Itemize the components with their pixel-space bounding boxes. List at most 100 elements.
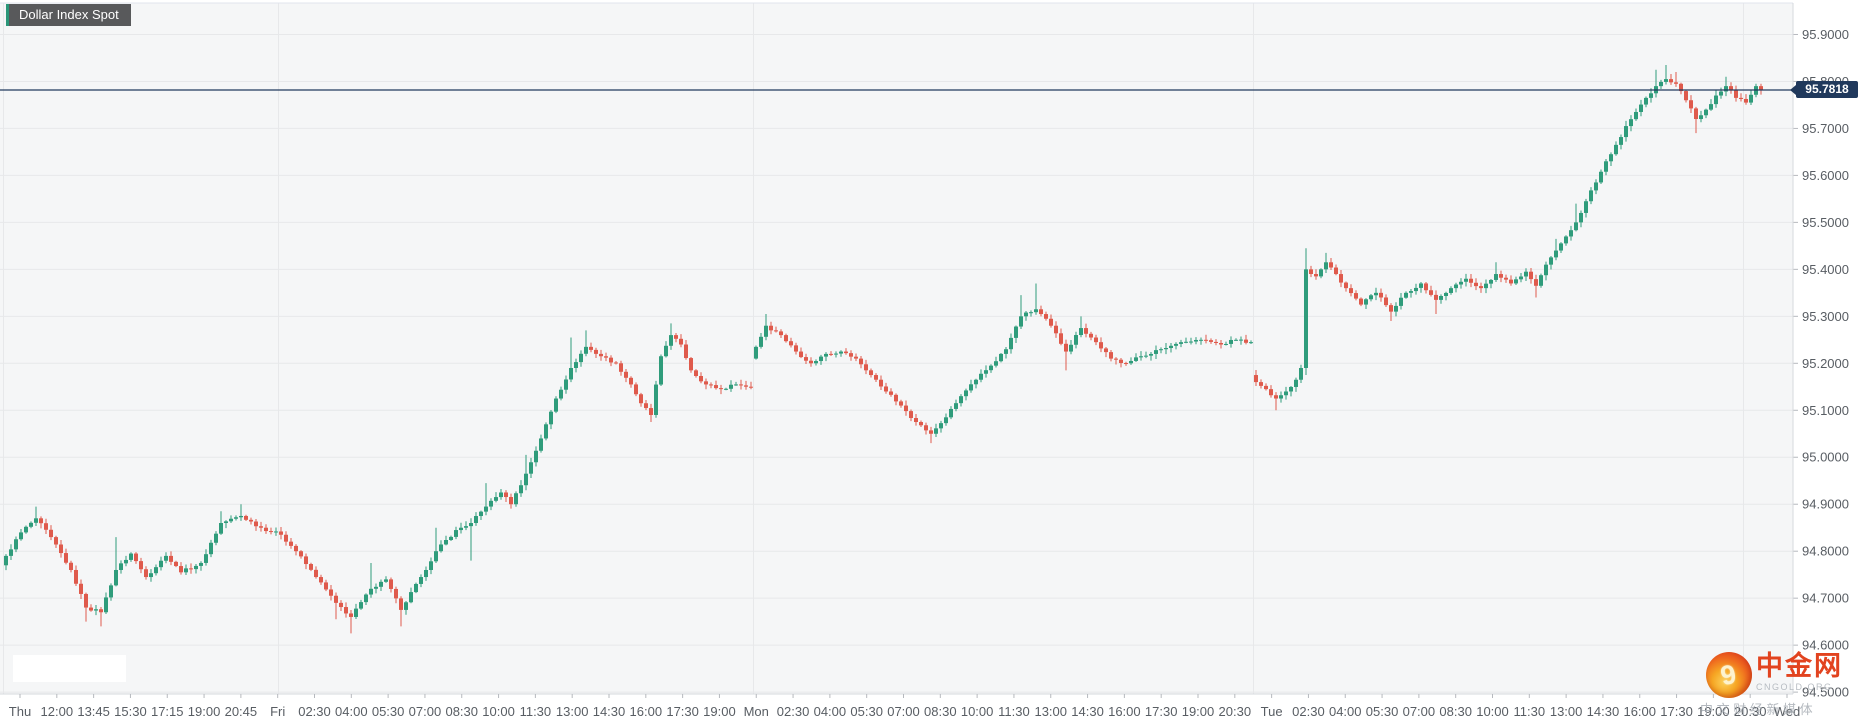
time-axis-label: 11:30 <box>998 704 1030 719</box>
candle-body <box>964 390 968 397</box>
price-axis-label: 95.4000 <box>1802 262 1849 277</box>
candle-body <box>354 608 358 617</box>
candle-body <box>454 530 458 537</box>
candle-body <box>1304 269 1308 368</box>
candle-body <box>684 344 688 359</box>
candle-body <box>1349 288 1353 294</box>
candle-body <box>759 336 763 347</box>
candle-body <box>484 506 488 512</box>
candle-body <box>259 526 263 528</box>
time-axis-label: 16:00 <box>630 704 663 719</box>
candle-body <box>1129 360 1133 364</box>
price-axis-label: 94.8000 <box>1802 544 1849 559</box>
candle-body <box>294 545 298 552</box>
time-axis-label: 02:30 <box>777 704 810 719</box>
candle-body <box>1759 86 1763 90</box>
time-axis-label: 17:30 <box>666 704 699 719</box>
candle-body <box>694 370 698 376</box>
candle-body <box>89 607 93 611</box>
candle-body <box>584 346 588 354</box>
candle-body <box>399 598 403 610</box>
candle-body <box>219 523 223 534</box>
candle-body <box>1204 339 1208 341</box>
candle-body <box>19 532 23 540</box>
candle-body <box>1589 190 1593 202</box>
time-axis-label: 08:30 <box>1439 704 1472 719</box>
candle-body <box>9 549 13 556</box>
candle-body <box>609 357 613 363</box>
candle-body <box>1359 298 1363 305</box>
candle-body <box>1499 274 1503 278</box>
candle-body <box>1324 262 1328 270</box>
time-axis-label: 16:00 <box>1623 704 1656 719</box>
candle-body <box>1199 339 1203 341</box>
candle-body <box>369 588 373 595</box>
time-axis-label: 17:30 <box>1145 704 1178 719</box>
candle-body <box>1574 222 1578 231</box>
candle-body <box>269 531 273 533</box>
time-axis-label: 10:00 <box>482 704 515 719</box>
candle-body <box>809 360 813 364</box>
candle-body <box>1619 137 1623 145</box>
candle-body <box>659 356 663 385</box>
candle-body <box>1224 343 1228 345</box>
candle-body <box>1064 343 1068 352</box>
candle-body <box>204 554 208 563</box>
time-axis-label: 20:30 <box>1219 704 1252 719</box>
candle-body <box>1724 86 1728 92</box>
candle-body <box>949 408 953 418</box>
candle-body <box>554 398 558 412</box>
candle-body <box>1149 353 1153 356</box>
candle-body <box>1689 100 1693 109</box>
candle-body <box>799 351 803 358</box>
candle-body <box>1459 281 1463 285</box>
candle-body <box>94 609 98 611</box>
candle-body <box>309 564 313 570</box>
candle-body <box>1079 328 1083 336</box>
candle-body <box>349 613 353 617</box>
candle-body <box>999 353 1003 362</box>
candle-body <box>1474 282 1478 287</box>
candle-body <box>1559 243 1563 251</box>
candle-body <box>524 473 528 486</box>
candle-body <box>1429 290 1433 295</box>
candle-body <box>1314 274 1318 277</box>
candle-body <box>1154 350 1158 354</box>
candle-body <box>884 386 888 392</box>
candle-body <box>1484 283 1488 289</box>
candle-body <box>389 579 393 589</box>
candle-body <box>1019 316 1023 327</box>
candle-body <box>409 592 413 603</box>
candle-body <box>1209 340 1213 342</box>
candle-body <box>619 363 623 372</box>
time-axis-label: 05:30 <box>372 704 405 719</box>
candle-body <box>1089 333 1093 338</box>
time-axis-label: 19:00 <box>1182 704 1215 719</box>
candle-body <box>1469 278 1473 283</box>
candle-body <box>1564 236 1568 244</box>
candle-body <box>14 539 18 550</box>
candle-body <box>839 351 843 354</box>
candle-body <box>1494 274 1498 280</box>
candle-body <box>919 422 923 426</box>
candle-body <box>1594 182 1598 191</box>
time-axis-label: 02:30 <box>1292 704 1325 719</box>
candle-body <box>789 341 793 346</box>
candle-body <box>824 353 828 357</box>
candle-body <box>834 353 838 355</box>
candle-body <box>924 425 928 431</box>
candle-body <box>1739 97 1743 99</box>
candle-body <box>319 577 323 583</box>
candle-body <box>1379 292 1383 298</box>
time-axis-label: 07:00 <box>887 704 920 719</box>
candle-body <box>604 356 608 358</box>
candle-body <box>994 361 998 366</box>
price-axis-label: 95.1000 <box>1802 403 1849 418</box>
candle-body <box>689 358 693 371</box>
candle-body <box>704 381 708 385</box>
candle-body <box>379 581 383 587</box>
time-axis-label: 08:30 <box>924 704 957 719</box>
candle-body <box>929 430 933 434</box>
candle-body <box>944 417 948 424</box>
